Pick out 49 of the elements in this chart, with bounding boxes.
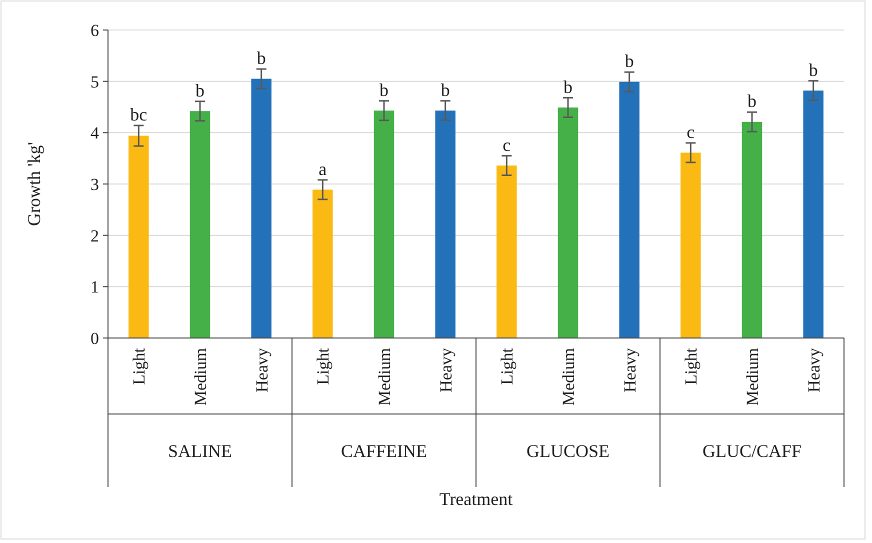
text: CAFFEINE [340,440,428,461]
y-tick-label: 3 [90,174,99,194]
x-tick-label: Medium [190,348,210,406]
bar [680,152,701,338]
bar [251,78,272,338]
x-tick-label: Heavy [620,348,640,392]
data-label: a [318,158,327,179]
x-tick-label: Heavy [436,348,456,392]
data-label: c [502,134,511,155]
x-tick-label: Light [314,348,333,385]
data-label: b [564,76,572,97]
data-label: b [196,80,204,100]
x-tick-label: Heavy [804,348,824,392]
y-tick-label: 0 [90,328,99,348]
y-tick-label: 5 [90,72,99,92]
x-tick-label: Medium [558,348,578,406]
x-tick-label: Medium [374,348,394,406]
y-tick-label: 4 [90,124,100,143]
bar [742,122,762,338]
bar [128,136,149,338]
text: SALINE [168,440,232,461]
bar [619,82,640,338]
data-label: b [748,91,756,112]
x-tick-label: Medium [742,348,762,406]
y-tick-label: 2 [90,226,99,246]
x-tick-label: Light [130,348,149,385]
y-tick-label: 1 [90,278,99,297]
bar [496,166,517,338]
bar [435,110,456,338]
data-label: c [686,122,695,142]
data-label: bc [130,104,148,124]
x-tick-label: Heavy [252,348,272,392]
y-axis-title: Growth 'kg' [24,142,44,226]
text: GLUC/CAFF [702,440,802,461]
y-tick-label: 6 [90,20,99,40]
bar [374,110,394,338]
data-label: b [256,48,266,68]
bar [558,108,578,338]
x-tick-label: Light [498,348,517,385]
data-label: b [440,80,450,100]
data-label: b [808,60,818,80]
x-tick-label: Light [682,348,701,385]
x-axis-title: Treatment [439,489,513,509]
data-label: b [380,80,388,100]
bar [803,90,824,338]
text: GLUCOSE [526,440,610,461]
bar [312,190,333,338]
bar [190,111,210,338]
data-label: b [624,51,634,72]
